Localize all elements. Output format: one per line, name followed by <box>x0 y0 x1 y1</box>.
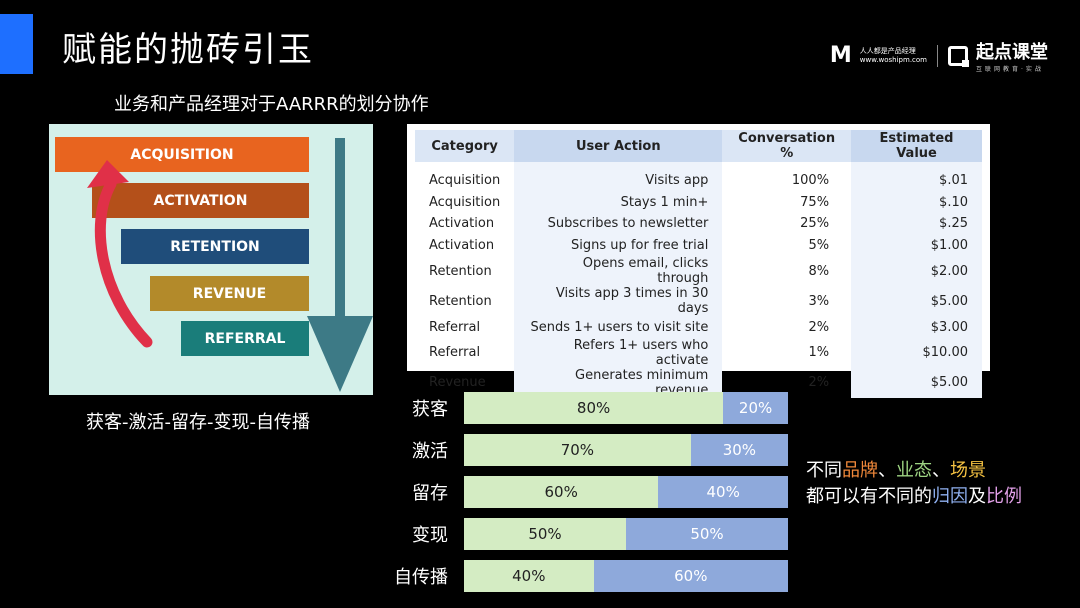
split-bar: 50% 50% <box>464 518 788 550</box>
table-cell: Revenue <box>429 375 486 391</box>
split-bar: 80% 20% <box>464 392 788 424</box>
column-header: Conversation % <box>722 130 852 162</box>
table-header-row: Category User Action Conversation % Esti… <box>415 130 982 162</box>
table-cell: $5.00 <box>851 367 982 398</box>
table-row: Referral Refers 1+ users who activate 1% $1… <box>415 337 982 368</box>
split-row: 获客 80% 20% <box>394 392 788 424</box>
table-cell: Stays 1 min+ <box>514 191 723 214</box>
section-subtitle: 业务和产品经理对于AARRR的划分协作 <box>114 94 429 115</box>
table-cell: 25% <box>800 216 830 232</box>
table-cell: 1% <box>808 345 830 361</box>
table-cell: $5.00 <box>851 286 982 317</box>
split-segment-business: 60% <box>464 476 659 508</box>
column-header: User Action <box>514 130 723 162</box>
aarrr-metrics-table: Category User Action Conversation % Esti… <box>407 124 990 398</box>
funnel-stage-revenue: REVENUE <box>150 276 309 311</box>
page-title: 赋能的抛砖引玉 <box>62 30 314 70</box>
table-cell: Activation <box>429 216 495 232</box>
table-row: Acquisition Visits app 100% $.01 <box>415 170 982 192</box>
split-row: 激活 70% 30% <box>394 434 788 466</box>
table-cell: Retention <box>429 293 492 309</box>
split-segment-business: 50% <box>464 518 626 550</box>
split-row-label: 留存 <box>412 483 448 504</box>
qidian-logo-text: 起点课堂 互联网教育·实战 <box>976 42 1048 73</box>
table-cell: $.25 <box>851 213 982 235</box>
table-cell: 100% <box>791 173 830 189</box>
table-cell: Retention <box>429 263 492 279</box>
funnel-stage-activation: ACTIVATION <box>92 183 309 218</box>
table-cell: Acquisition <box>429 194 501 210</box>
table-cell: 5% <box>808 238 830 254</box>
table-cell: Signs up for free trial <box>514 234 723 257</box>
split-row-label: 获客 <box>412 399 448 420</box>
table-cell: $1.00 <box>851 234 982 257</box>
table-cell: Activation <box>429 238 495 254</box>
split-segment-product: 20% <box>723 392 788 424</box>
table-cell: 75% <box>800 194 830 210</box>
table-row: Activation Subscribes to newsletter 25% $.2… <box>415 213 982 235</box>
table-cell: Opens email, clicks through <box>514 256 723 287</box>
table-row: Referral Sends 1+ users to visit site 2% $3… <box>415 316 982 338</box>
down-arrow-shaft-icon <box>335 138 345 348</box>
table-cell: $3.00 <box>851 316 982 338</box>
table-cell: Acquisition <box>429 173 501 189</box>
table-cell: Referral <box>429 319 481 335</box>
aarrr-funnel-diagram: ACQUISITION ACTIVATION RETENTION REVENUE… <box>49 124 373 395</box>
split-row-label: 激活 <box>412 441 448 462</box>
table-cell: 3% <box>808 293 830 309</box>
split-segment-product: 60% <box>593 560 788 592</box>
split-row: 变现 50% 50% <box>394 518 788 550</box>
up-arrow-icon <box>94 178 153 348</box>
table-row: Retention Visits app 3 times in 30 days 3%… <box>415 286 982 317</box>
logo: M 人人都是产品经理 www.woshipm.com 起点课堂 互联网教育·实战 <box>830 38 1048 73</box>
split-segment-product: 50% <box>626 518 788 550</box>
split-segment-business: 80% <box>464 392 724 424</box>
split-segment-product: 40% <box>658 476 788 508</box>
table-cell: 2% <box>808 375 830 391</box>
funnel-stage-referral: REFERRAL <box>181 321 309 356</box>
table-cell: Refers 1+ users who activate <box>514 337 723 368</box>
table-row: Retention Opens email, clicks through 8% $2… <box>415 256 982 287</box>
woshipm-logo-text: 人人都是产品经理 www.woshipm.com <box>859 46 927 64</box>
split-row-label: 自传播 <box>394 567 448 588</box>
split-segment-business: 70% <box>464 434 691 466</box>
funnel-arrows <box>87 138 373 392</box>
funnel-stage-acquisition: ACQUISITION <box>55 137 309 172</box>
up-arrow-head-icon <box>87 160 129 188</box>
down-arrow-head-icon <box>307 316 373 392</box>
split-segment-business: 40% <box>464 560 594 592</box>
qidian-logo-icon <box>948 45 969 67</box>
column-header: Estimated Value <box>851 130 982 162</box>
table-row: Acquisition Stays 1 min+ 75% $.10 <box>415 191 982 214</box>
funnel-stage-retention: RETENTION <box>121 229 309 264</box>
split-row-label: 变现 <box>412 525 448 546</box>
table-cell: 2% <box>808 319 830 335</box>
funnel-caption: 获客-激活-留存-变现-自传播 <box>86 412 310 433</box>
split-row: 留存 60% 40% <box>394 476 788 508</box>
table-cell: $.10 <box>851 191 982 214</box>
table-cell: Visits app 3 times in 30 days <box>514 286 723 317</box>
table-cell: $10.00 <box>851 337 982 368</box>
split-segment-product: 30% <box>690 434 788 466</box>
split-bar: 60% 40% <box>464 476 788 508</box>
woshipm-logo-icon: M <box>829 43 852 68</box>
table-cell: Subscribes to newsletter <box>514 213 723 235</box>
logo-divider <box>937 44 938 67</box>
table-cell: Visits app <box>514 170 723 192</box>
table-cell: 8% <box>808 263 830 279</box>
table-cell: $.01 <box>851 170 982 192</box>
table-cell: Sends 1+ users to visit site <box>514 316 723 338</box>
table-cell: Referral <box>429 345 481 361</box>
table-row: Activation Signs up for free trial 5% $1.00 <box>415 234 982 257</box>
attribution-note: 不同品牌、业态、场景 都可以有不同的归因及比例 <box>806 460 1022 507</box>
split-row: 自传播 40% 60% <box>394 560 788 592</box>
split-bar: 70% 30% <box>464 434 788 466</box>
table-cell: $2.00 <box>851 256 982 287</box>
accent-bar <box>0 14 33 74</box>
column-header: Category <box>415 130 515 162</box>
split-bar: 40% 60% <box>464 560 788 592</box>
